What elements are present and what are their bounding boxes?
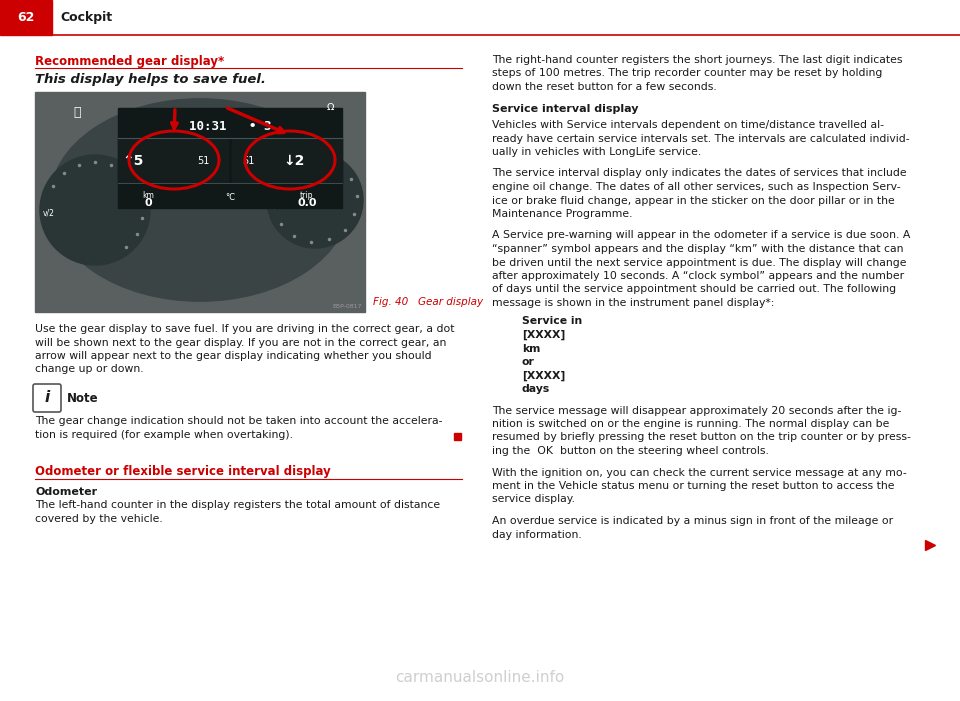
Text: This display helps to save fuel.: This display helps to save fuel. xyxy=(35,73,266,86)
Text: “spanner” symbol appears and the display “km” with the distance that can: “spanner” symbol appears and the display… xyxy=(492,244,903,254)
Text: Vehicles with Service intervals dependent on time/distance travelled al-: Vehicles with Service intervals dependen… xyxy=(492,120,884,130)
Ellipse shape xyxy=(50,99,350,301)
Text: or: or xyxy=(522,357,535,367)
Text: engine oil change. The dates of all other services, such as Inspection Serv-: engine oil change. The dates of all othe… xyxy=(492,182,900,192)
Text: Note: Note xyxy=(67,391,99,404)
Text: change up or down.: change up or down. xyxy=(35,365,144,374)
Text: [XXXX]: [XXXX] xyxy=(522,330,565,340)
Circle shape xyxy=(40,155,150,265)
Text: 10:31   • 3: 10:31 • 3 xyxy=(189,119,272,132)
Text: 51: 51 xyxy=(198,156,210,166)
Text: nition is switched on or the engine is running. The normal display can be: nition is switched on or the engine is r… xyxy=(492,419,889,429)
Text: ually in vehicles with LongLife service.: ually in vehicles with LongLife service. xyxy=(492,147,701,157)
Text: trip: trip xyxy=(300,191,314,200)
Text: Use the gear display to save fuel. If you are driving in the correct gear, a dot: Use the gear display to save fuel. If yo… xyxy=(35,324,454,334)
Text: Recommended gear display*: Recommended gear display* xyxy=(35,55,225,68)
Text: km: km xyxy=(142,191,154,200)
Text: The service interval display only indicates the dates of services that include: The service interval display only indica… xyxy=(492,168,906,179)
Text: be driven until the next service appointment is due. The display will change: be driven until the next service appoint… xyxy=(492,257,906,268)
Text: ready have certain service intervals set. The intervals are calculated individ-: ready have certain service intervals set… xyxy=(492,133,910,144)
Bar xyxy=(118,138,228,183)
Text: will be shown next to the gear display. If you are not in the correct gear, an: will be shown next to the gear display. … xyxy=(35,337,446,348)
Text: The service message will disappear approximately 20 seconds after the ig-: The service message will disappear appro… xyxy=(492,405,901,416)
Text: km: km xyxy=(522,343,540,353)
Text: days: days xyxy=(522,384,550,394)
Text: Service in: Service in xyxy=(522,316,583,327)
Bar xyxy=(232,138,342,183)
Text: Odometer or flexible service interval display: Odometer or flexible service interval di… xyxy=(35,465,331,478)
Text: steps of 100 metres. The trip recorder counter may be reset by holding: steps of 100 metres. The trip recorder c… xyxy=(492,69,882,79)
Text: v/2: v/2 xyxy=(43,208,55,217)
Text: day information.: day information. xyxy=(492,529,582,540)
Text: [XXXX]: [XXXX] xyxy=(522,371,565,381)
Text: tion is required (for example when overtaking).: tion is required (for example when overt… xyxy=(35,430,293,440)
Text: °C: °C xyxy=(225,193,235,203)
Text: Ω: Ω xyxy=(326,102,334,112)
Text: i: i xyxy=(44,390,50,405)
Text: message is shown in the instrument panel display*:: message is shown in the instrument panel… xyxy=(492,298,775,308)
Text: after approximately 10 seconds. A “clock symbol” appears and the number: after approximately 10 seconds. A “clock… xyxy=(492,271,904,281)
Text: Cockpit: Cockpit xyxy=(60,11,112,24)
Text: carmanualsonline.info: carmanualsonline.info xyxy=(396,670,564,685)
Text: ice or brake fluid change, appear in the sticker on the door pillar or in the: ice or brake fluid change, appear in the… xyxy=(492,196,895,205)
Text: Service interval display: Service interval display xyxy=(492,104,638,114)
Text: ↑5: ↑5 xyxy=(122,154,144,168)
Text: 130: 130 xyxy=(324,172,337,178)
Text: ⛽: ⛽ xyxy=(73,105,81,118)
Text: A Service pre-warning will appear in the odometer if a service is due soon. A: A Service pre-warning will appear in the… xyxy=(492,231,910,240)
Text: ↓2: ↓2 xyxy=(283,154,304,168)
Text: The left-hand counter in the display registers the total amount of distance: The left-hand counter in the display reg… xyxy=(35,501,440,510)
Text: service display.: service display. xyxy=(492,494,575,505)
Text: With the ignition on, you can check the current service message at any mo-: With the ignition on, you can check the … xyxy=(492,468,907,477)
Circle shape xyxy=(267,152,363,248)
Text: resumed by briefly pressing the reset button on the trip counter or by press-: resumed by briefly pressing the reset bu… xyxy=(492,433,911,442)
Text: Fig. 40   Gear display: Fig. 40 Gear display xyxy=(373,297,483,307)
Bar xyxy=(118,108,342,208)
Text: An overdue service is indicated by a minus sign in front of the mileage or: An overdue service is indicated by a min… xyxy=(492,516,893,526)
Bar xyxy=(454,433,461,440)
Text: 51: 51 xyxy=(242,156,254,166)
Text: The gear change indication should not be taken into account the accelera-: The gear change indication should not be… xyxy=(35,416,443,426)
Text: of days until the service appointment should be carried out. The following: of days until the service appointment sh… xyxy=(492,285,896,294)
Text: 0: 0 xyxy=(144,198,152,208)
Text: Maintenance Programme.: Maintenance Programme. xyxy=(492,209,633,219)
Text: ing the  OK  button on the steering wheel controls.: ing the OK button on the steering wheel … xyxy=(492,446,769,456)
Bar xyxy=(0,0,52,35)
Text: arrow will appear next to the gear display indicating whether you should: arrow will appear next to the gear displ… xyxy=(35,351,432,361)
Text: 0.0: 0.0 xyxy=(298,198,317,208)
Text: Odometer: Odometer xyxy=(35,487,97,497)
Text: covered by the vehicle.: covered by the vehicle. xyxy=(35,514,163,524)
Bar xyxy=(35,92,365,312)
Text: down the reset button for a few seconds.: down the reset button for a few seconds. xyxy=(492,82,717,92)
Text: B5P-0817: B5P-0817 xyxy=(332,304,362,309)
Text: 62: 62 xyxy=(17,11,35,24)
Text: ment in the Vehicle status menu or turning the reset button to access the: ment in the Vehicle status menu or turni… xyxy=(492,481,895,491)
FancyBboxPatch shape xyxy=(33,384,61,412)
Text: The right-hand counter registers the short journeys. The last digit indicates: The right-hand counter registers the sho… xyxy=(492,55,902,65)
